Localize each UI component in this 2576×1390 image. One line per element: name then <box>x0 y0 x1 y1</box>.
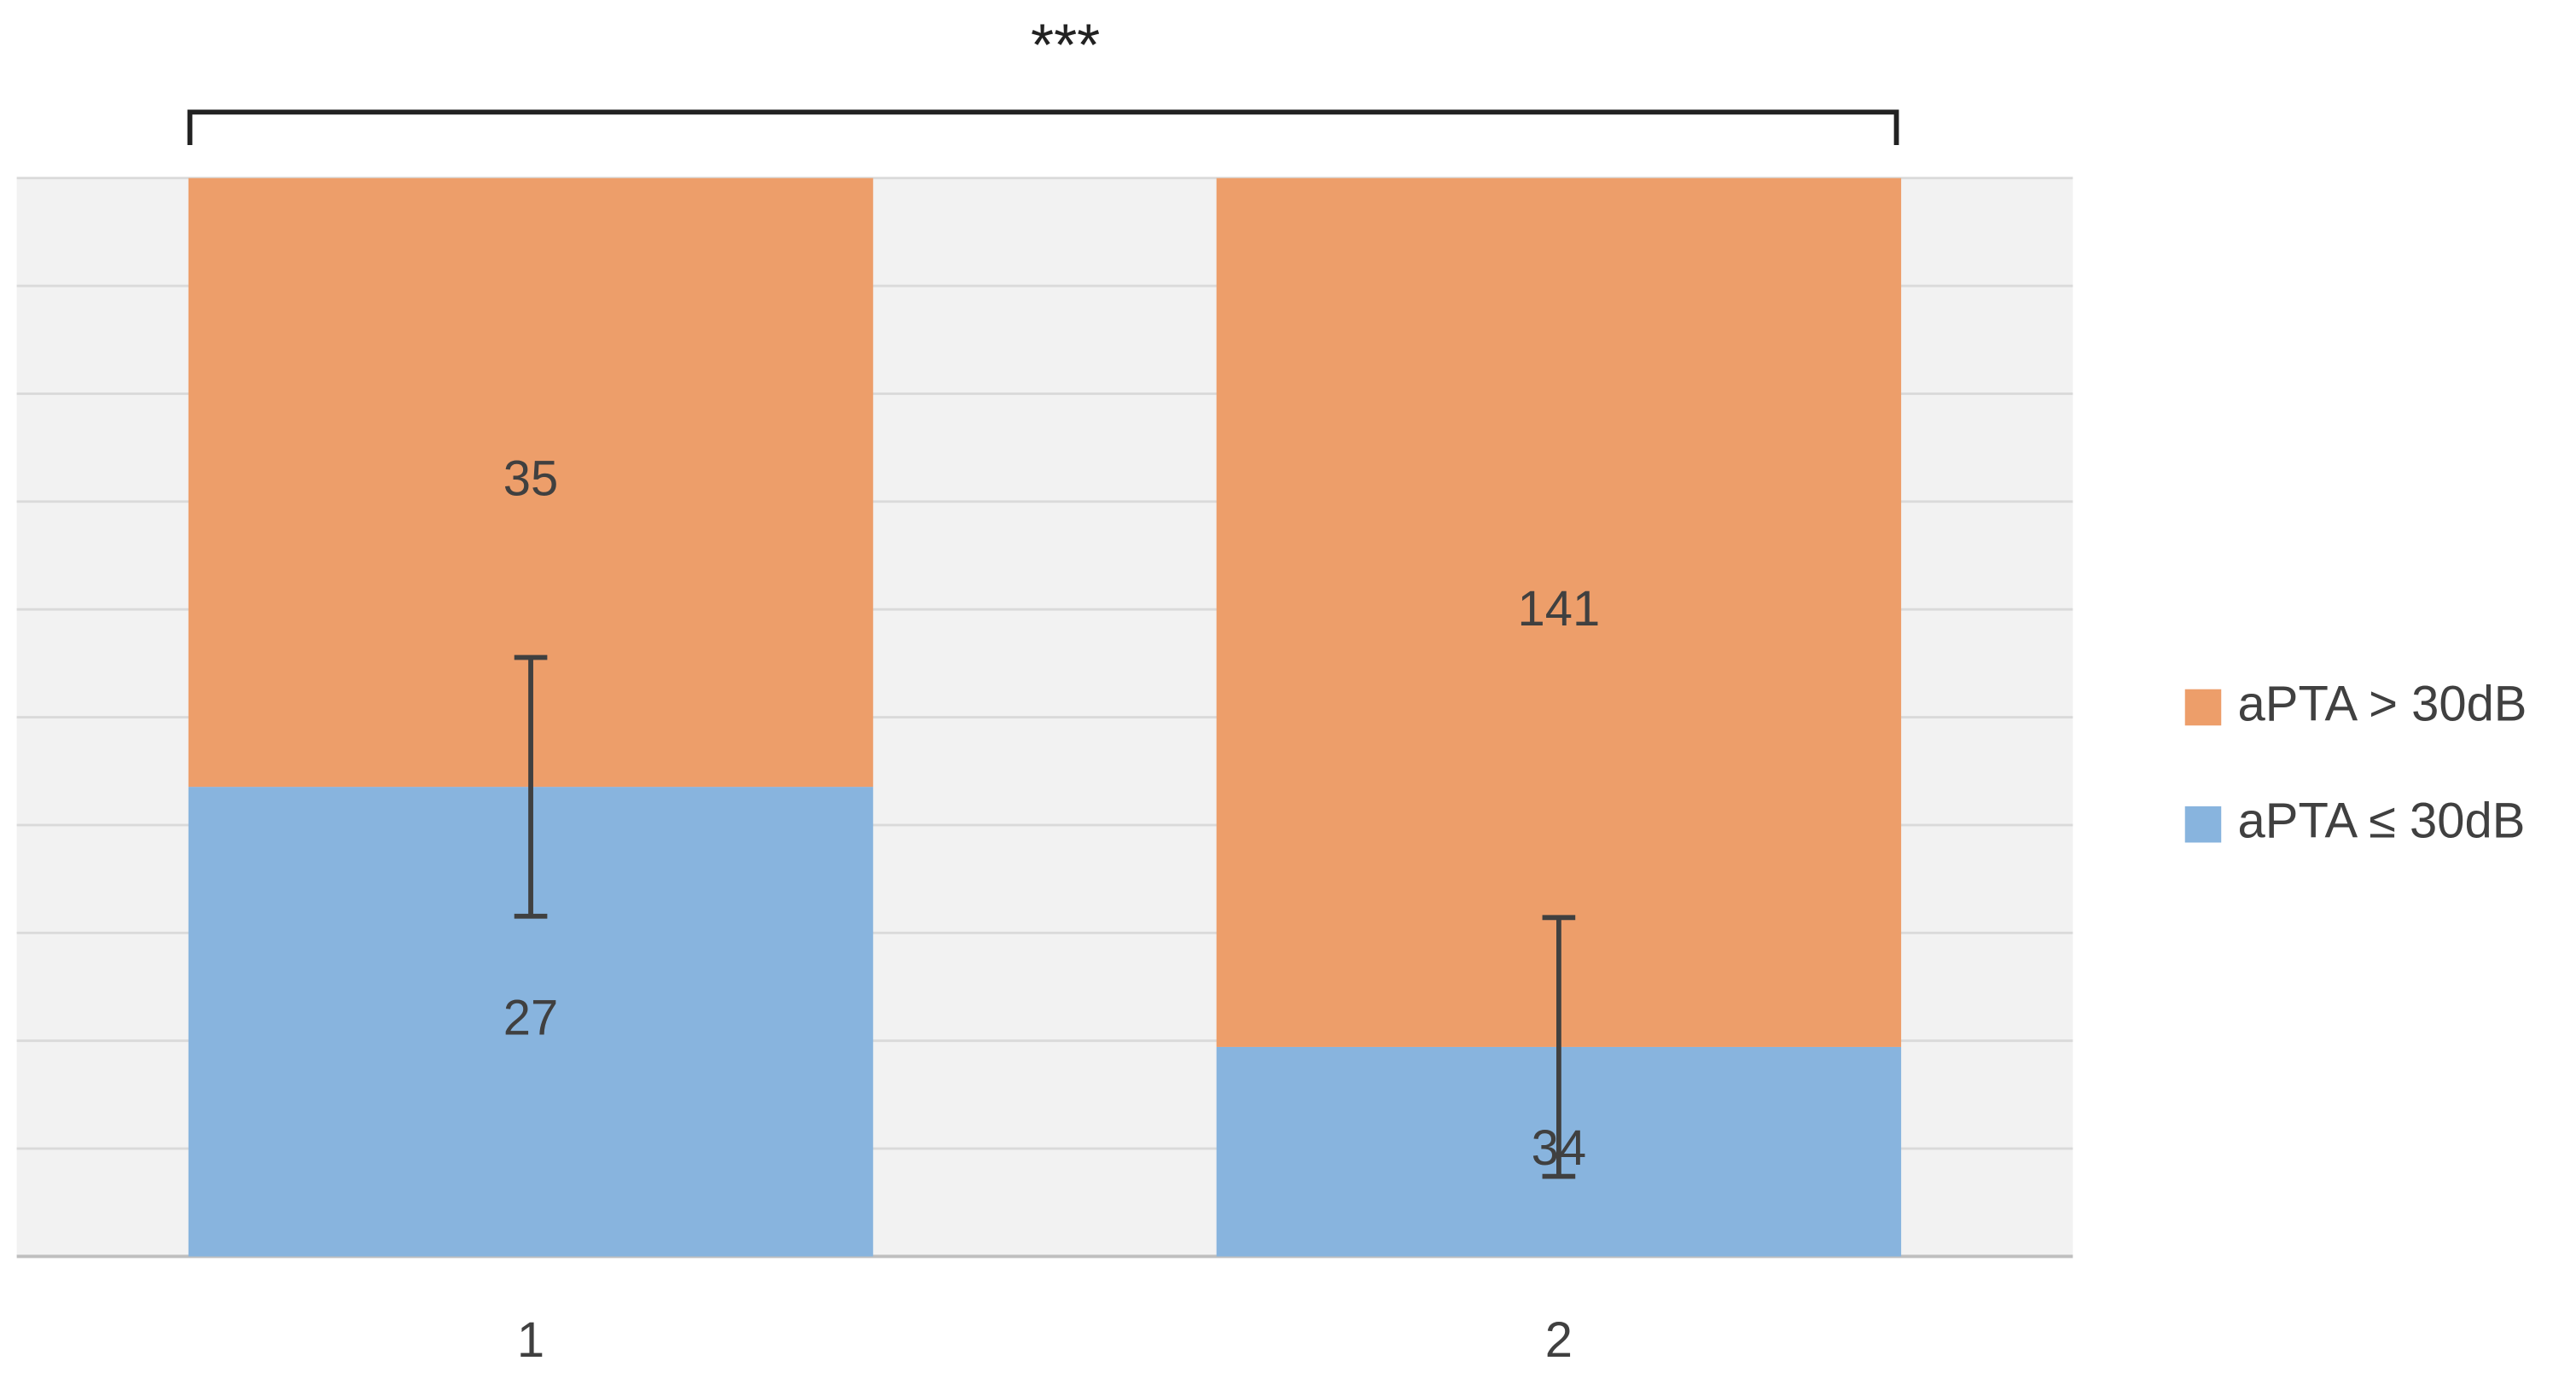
legend-swatch <box>2184 689 2222 726</box>
x-tick-label: 2 <box>1545 1313 1573 1368</box>
bar-segment <box>1216 177 1902 1047</box>
legend-swatch <box>2184 806 2222 843</box>
data-label: 27 <box>503 992 558 1046</box>
x-tick-label: 1 <box>517 1313 544 1368</box>
error-bar <box>514 654 548 919</box>
legend-label: aPTA ≤ 30dB <box>2238 794 2526 849</box>
data-label: 35 <box>503 452 558 507</box>
significance-bracket <box>187 109 1899 146</box>
data-label: 141 <box>1518 582 1601 637</box>
significance-label: *** <box>1031 11 1100 78</box>
legend-label: aPTA > 30dB <box>2238 677 2527 731</box>
error-bar <box>1542 915 1576 1179</box>
